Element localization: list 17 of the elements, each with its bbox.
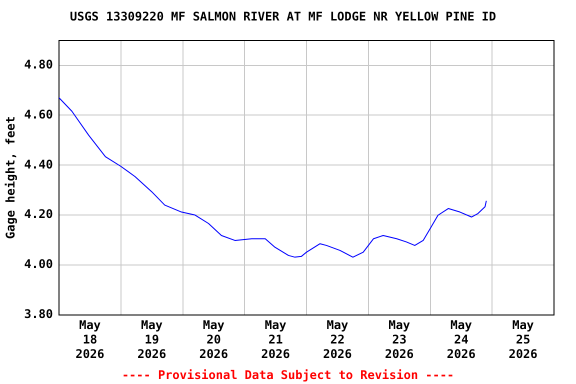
x-tick-label: May 23 2026 bbox=[384, 318, 414, 361]
x-tick-label: May 18 2026 bbox=[75, 318, 104, 361]
x-tick-label: May 24 2026 bbox=[446, 318, 476, 361]
y-tick-label: 4.40 bbox=[24, 157, 53, 172]
y-tick-label: 3.80 bbox=[24, 306, 53, 321]
x-tick-label: May 22 2026 bbox=[322, 318, 352, 361]
x-tick-label: May 20 2026 bbox=[199, 318, 228, 361]
y-tick-label: 4.00 bbox=[24, 257, 53, 272]
y-tick-label: 4.60 bbox=[24, 107, 53, 122]
x-tick-label: May 19 2026 bbox=[137, 318, 166, 361]
y-axis-title: Gage height, feet bbox=[3, 116, 18, 240]
x-tick-label: May 21 2026 bbox=[261, 318, 290, 361]
x-tick-label: May 25 2026 bbox=[508, 318, 538, 361]
y-tick-label: 4.20 bbox=[24, 207, 53, 222]
y-tick-label: 4.80 bbox=[24, 57, 53, 72]
chart-title: USGS 13309220 MF SALMON RIVER AT MF LODGE NR YELLOW PINE ID bbox=[70, 9, 496, 24]
text: ---- Provisional Data Subject to Revision ---- bbox=[122, 368, 454, 382]
